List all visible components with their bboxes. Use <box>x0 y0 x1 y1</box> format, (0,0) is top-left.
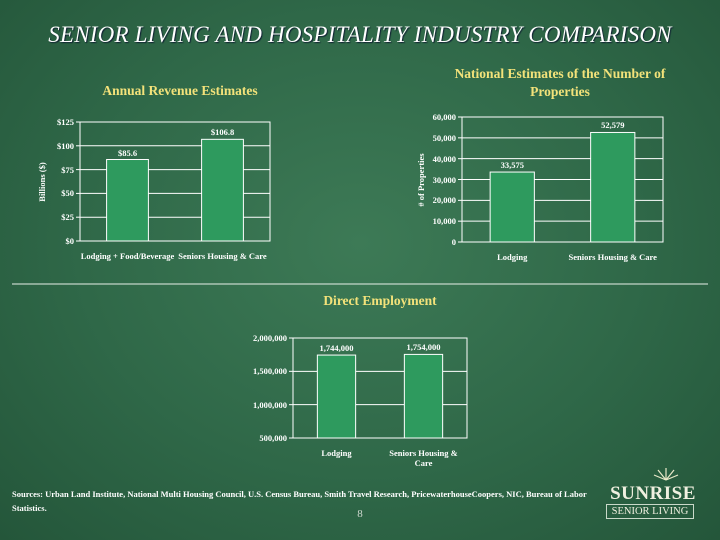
x-tick-label: Seniors Housing & Care <box>178 251 267 261</box>
y-tick-label: 2,000,000 <box>253 333 287 343</box>
y-tick-label: $25 <box>61 212 74 223</box>
y-tick-label: $125 <box>57 117 74 127</box>
chart-title: Direct Employment <box>323 293 437 308</box>
y-tick-label: $0 <box>65 236 75 246</box>
x-tick-label: Lodging + Food/Beverage <box>80 251 175 261</box>
logo-sun <box>653 468 679 481</box>
bar <box>489 171 535 243</box>
y-tick-label: 60,000 <box>432 112 456 122</box>
sources: Sources: Urban Land Institute, National … <box>12 489 587 513</box>
value-label: $106.8 <box>210 127 235 138</box>
chart-title: Annual Revenue Estimates <box>102 83 258 98</box>
chart-title: National Estimates of the Number of Prop… <box>454 66 666 99</box>
slide-title: SENIOR LIVING AND HOSPITALITY INDUSTRY C… <box>48 22 672 47</box>
logo-tagline: SENIOR LIVING <box>606 504 694 519</box>
y-tick-label: 10,000 <box>432 216 456 227</box>
bar <box>590 131 636 243</box>
x-tick-label: Seniors Housing & Care <box>389 448 458 468</box>
page-number: 8 <box>357 508 363 520</box>
bar <box>201 138 244 242</box>
value-label: 1,754,000 <box>406 342 441 353</box>
y-tick-label: 50,000 <box>432 132 456 143</box>
bar <box>106 159 149 242</box>
value-label: 52,579 <box>601 120 625 131</box>
x-tick-label: Lodging <box>497 252 528 262</box>
x-tick-label: Seniors Housing & Care <box>568 252 657 262</box>
logo-name: SUNRISE <box>610 483 696 504</box>
y-tick-label: 40,000 <box>432 153 456 164</box>
y-tick-label: 1,000,000 <box>253 399 287 410</box>
y-tick-label: 0 <box>451 237 456 247</box>
x-tick-label: Lodging <box>321 448 352 458</box>
y-tick-label: $75 <box>61 164 74 175</box>
y-tick-label: $50 <box>61 188 74 199</box>
value-label: $85.6 <box>117 147 138 158</box>
value-label: 33,575 <box>500 160 524 171</box>
y-tick-label: $100 <box>57 140 74 151</box>
y-tick-label: 500,000 <box>259 433 287 443</box>
y-tick-label: 1,500,000 <box>253 366 287 377</box>
bar <box>316 354 357 439</box>
y-tick-label: 30,000 <box>432 174 456 185</box>
value-label: 1,744,000 <box>319 343 354 354</box>
bar <box>403 353 444 439</box>
y-tick-label: 20,000 <box>432 195 456 206</box>
